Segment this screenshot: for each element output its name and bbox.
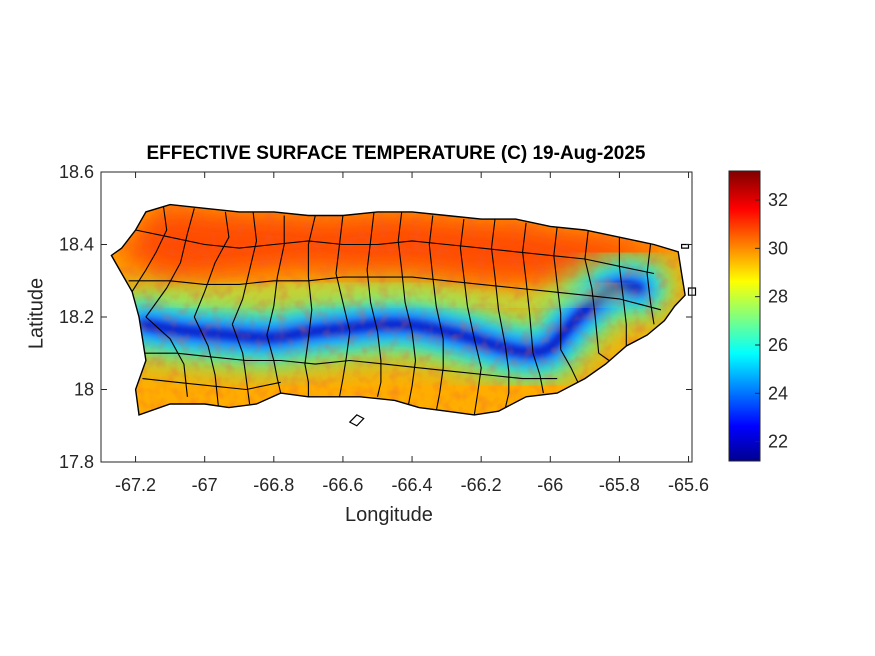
x-tick-label: -66.4 xyxy=(392,475,433,495)
municipal-boundary-line xyxy=(135,229,655,275)
y-axis-label: Latitude xyxy=(25,277,48,350)
x-tick-label: -66.2 xyxy=(461,475,502,495)
island-shape xyxy=(681,243,690,249)
municipal-boundary-line xyxy=(142,352,558,380)
municipal-boundary-line xyxy=(397,211,413,332)
y-axis: 18.6 18.4 18.2 18 17.8 xyxy=(59,162,692,472)
plot-title: EFFECTIVE SURFACE TEMPERATURE (C) 19-Aug… xyxy=(146,143,646,164)
municipal-boundary-line xyxy=(128,276,662,311)
municipal-boundary-line xyxy=(376,331,382,397)
temperature-field xyxy=(111,204,686,415)
colorbar-ticks: 22 24 26 28 30 32 xyxy=(755,190,788,452)
municipal-boundary-line xyxy=(618,237,627,346)
municipal-boundary-line xyxy=(459,219,475,339)
municipal-boundary-line xyxy=(266,215,285,336)
island-shape xyxy=(348,414,365,427)
municipal-boundary-line xyxy=(145,316,188,397)
municipal-boundary-line xyxy=(193,316,220,408)
x-axis: -67.2 -67 -66.8 -66.6 -66.4 -66.2 -66 -65.8 -65.… xyxy=(115,172,709,495)
municipal-boundary-line xyxy=(598,352,610,361)
municipal-boundary-line xyxy=(142,378,281,391)
municipal-boundary-line xyxy=(131,204,168,292)
y-tick-label: 18.4 xyxy=(59,235,94,255)
y-tick-label: 17.8 xyxy=(59,452,94,472)
municipal-boundary-line xyxy=(335,215,351,332)
municipal-boundary-line xyxy=(231,324,251,405)
municipal-boundary-line xyxy=(338,331,351,397)
municipal-boundary-line xyxy=(408,331,417,405)
colorbar xyxy=(728,170,761,462)
municipal-boundaries xyxy=(128,204,662,415)
municipal-boundary-line xyxy=(366,211,379,332)
municipal-boundary-line xyxy=(304,338,309,397)
municipal-boundary-line xyxy=(435,338,444,412)
colorbar-tick-label: 30 xyxy=(768,238,788,258)
municipal-boundary-line xyxy=(584,229,600,354)
x-tick-label: -65.8 xyxy=(599,475,640,495)
colorbar-tick-label: 26 xyxy=(768,335,788,355)
municipal-boundary-line xyxy=(560,349,579,383)
municipal-boundary-line xyxy=(473,338,482,415)
x-tick-label: -65.6 xyxy=(668,475,709,495)
x-tick-label: -67 xyxy=(192,475,218,495)
municipal-boundary-line xyxy=(307,215,316,339)
municipal-boundary-line xyxy=(553,226,562,350)
x-axis-label: Longitude xyxy=(345,504,433,526)
municipal-boundary-line xyxy=(428,215,444,339)
island-outline xyxy=(110,203,686,416)
colorbar-tick-label: 28 xyxy=(768,287,788,307)
x-tick-label: -67.2 xyxy=(115,475,156,495)
colorbar-tick-label: 24 xyxy=(768,383,788,403)
municipal-boundary-line xyxy=(193,211,230,318)
municipal-boundary-line xyxy=(145,208,195,318)
y-tick-label: 18.2 xyxy=(59,307,94,327)
colorbar-tick-label: 32 xyxy=(768,190,788,210)
municipal-boundary-line xyxy=(490,219,506,347)
x-tick-label: -66.6 xyxy=(322,475,363,495)
y-tick-label: 18.6 xyxy=(59,162,94,182)
municipal-boundary-line xyxy=(646,244,655,325)
municipal-boundary-line xyxy=(266,334,282,394)
municipal-boundary-line xyxy=(504,345,510,408)
x-tick-label: -66.8 xyxy=(253,475,294,495)
colorbar-tick-label: 22 xyxy=(768,432,788,452)
x-tick-label: -66 xyxy=(537,475,563,495)
municipal-boundary-line xyxy=(231,211,258,325)
municipal-boundary-line xyxy=(532,353,544,394)
y-tick-label: 18 xyxy=(74,380,94,400)
municipal-boundary-line xyxy=(522,222,534,354)
